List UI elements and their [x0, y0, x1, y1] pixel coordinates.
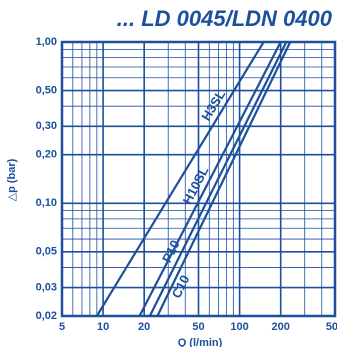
y-tick-label: 0,50 [36, 84, 57, 96]
series-label: C10 [169, 273, 193, 301]
y-tick-label: 0,05 [36, 246, 57, 258]
x-tick-label: 500 [326, 321, 337, 333]
plot-frame [60, 40, 337, 318]
y-tick-label: 0,10 [36, 197, 57, 209]
series-label: P10 [159, 238, 183, 265]
x-tick-label: 100 [230, 321, 248, 333]
x-tick-label: 200 [272, 321, 290, 333]
x-tick-label: 50 [192, 321, 204, 333]
series-line [156, 41, 292, 317]
series-line [95, 41, 265, 317]
y-tick-label: 0,20 [36, 149, 57, 161]
series-line [138, 41, 282, 317]
y-tick-label: 0,30 [36, 120, 57, 132]
x-axis-label: Q (l/min) [178, 337, 223, 347]
y-tick-label: 1,00 [36, 36, 57, 48]
series-line [148, 41, 288, 317]
x-tick-label: 10 [97, 321, 109, 333]
x-tick-label: 5 [59, 321, 65, 333]
y-tick-label: 0,03 [36, 282, 57, 294]
y-tick-label: 0,02 [36, 310, 57, 322]
x-tick-label: 20 [138, 321, 150, 333]
y-axis-label: △p (bar) [6, 158, 18, 201]
chart-title: ... LD 0045/LDN 0400 [117, 6, 333, 31]
